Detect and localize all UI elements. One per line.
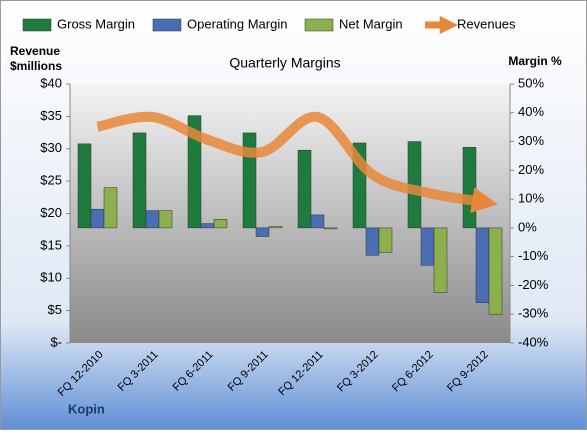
y-tick-label: $20 <box>40 205 62 220</box>
y2-tick-label: 50% <box>518 75 544 90</box>
y-tick-label: $10 <box>40 270 62 285</box>
bar <box>297 149 312 229</box>
y2-tick-label: 10% <box>518 191 544 206</box>
bar <box>90 208 105 229</box>
bar <box>132 132 147 229</box>
y-tick-label: $15 <box>40 237 62 252</box>
bar <box>475 227 490 303</box>
y-tick-label: $30 <box>40 140 62 155</box>
bar <box>488 227 503 315</box>
y2-tick-label: -10% <box>518 248 549 263</box>
bar <box>200 223 215 229</box>
y-tick-label: $25 <box>40 173 62 188</box>
y-tick-label: $35 <box>40 108 62 123</box>
bar <box>462 147 477 229</box>
line <box>96 111 498 213</box>
bar <box>145 210 160 229</box>
y2-tick-label: -20% <box>518 277 549 292</box>
bar <box>187 115 202 229</box>
bar <box>310 214 325 229</box>
footer: Kopin <box>68 401 105 416</box>
y2-tick-label: 20% <box>518 162 544 177</box>
bar <box>103 187 118 229</box>
y-axis-title-box: Revenue $millions <box>10 44 63 73</box>
legend-label: Net Margin <box>339 16 403 31</box>
bar <box>433 227 448 293</box>
y2-tick-label: 40% <box>518 104 544 119</box>
y-axis-title: Revenue $millions <box>10 44 63 73</box>
y-tick-label: $- <box>50 334 62 349</box>
y2-tick-label: 0% <box>518 219 537 234</box>
y-tick-label: $40 <box>40 75 62 90</box>
legend-label: Gross Margin <box>57 16 135 31</box>
legend-swatch <box>22 18 52 32</box>
bar <box>378 227 393 253</box>
legend-label: Operating Margin <box>187 16 287 31</box>
bar <box>158 210 173 229</box>
legend-swatch <box>152 18 182 32</box>
bar <box>420 227 435 266</box>
bar <box>77 143 92 229</box>
y-tick-label: $5 <box>48 302 62 317</box>
y2-tick-label: -40% <box>518 334 549 349</box>
legend-swatch <box>304 18 334 32</box>
bar <box>213 219 228 229</box>
bar <box>323 227 338 230</box>
bar <box>255 227 270 237</box>
legend-label: Revenues <box>457 16 516 31</box>
y2-axis-title: Margin % <box>508 54 562 68</box>
y2-tick-label: -30% <box>518 306 549 321</box>
chart-title: Quarterly Margins <box>229 55 340 71</box>
y2-tick-label: 30% <box>518 133 544 148</box>
bar <box>365 227 380 256</box>
bar <box>268 226 283 229</box>
